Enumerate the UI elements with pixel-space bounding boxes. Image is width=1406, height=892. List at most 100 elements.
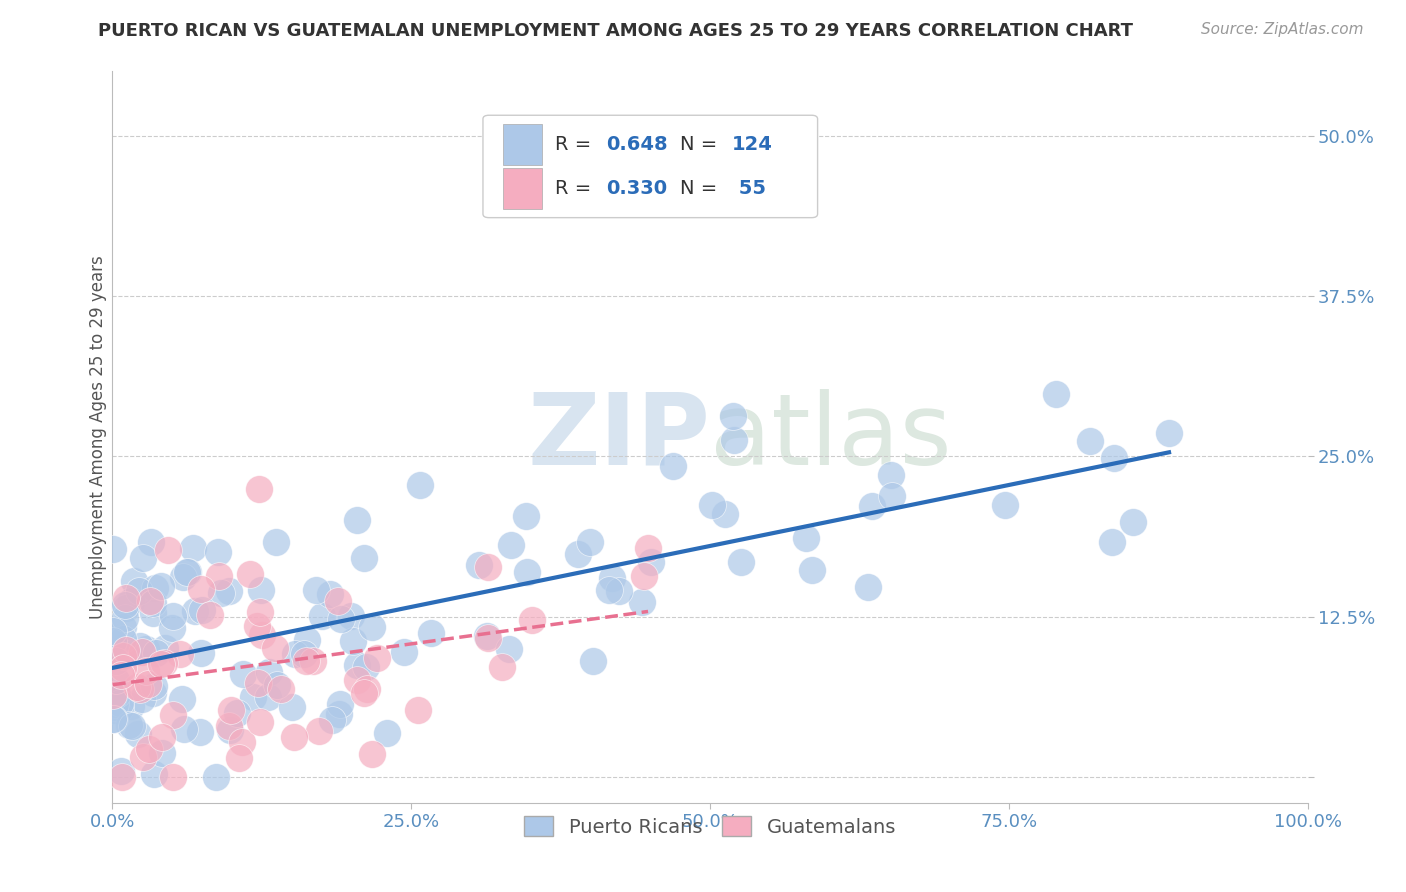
Guatemalans <box>366 651 388 665</box>
Puerto Ricans <box>1157 425 1180 440</box>
Guatemalans <box>138 741 160 756</box>
Puerto Ricans <box>105 673 128 687</box>
Puerto Ricans <box>190 603 212 617</box>
Puerto Ricans <box>880 467 903 482</box>
Puerto Ricans <box>284 647 307 661</box>
Guatemalans <box>346 673 368 687</box>
Puerto Ricans <box>858 580 880 594</box>
Text: ZIP: ZIP <box>527 389 710 485</box>
Puerto Ricans <box>104 654 127 668</box>
Puerto Ricans <box>101 712 124 726</box>
Guatemalans <box>520 613 543 627</box>
Text: N =: N = <box>681 135 724 154</box>
Guatemalans <box>132 749 155 764</box>
Guatemalans <box>326 593 349 607</box>
Puerto Ricans <box>630 595 652 609</box>
Guatemalans <box>408 703 430 717</box>
Puerto Ricans <box>1104 450 1126 465</box>
Text: Source: ZipAtlas.com: Source: ZipAtlas.com <box>1201 22 1364 37</box>
Puerto Ricans <box>598 582 620 597</box>
Text: R =: R = <box>554 135 598 154</box>
Guatemalans <box>111 770 134 784</box>
Puerto Ricans <box>304 582 326 597</box>
Guatemalans <box>127 680 149 694</box>
Puerto Ricans <box>184 604 207 618</box>
Text: atlas: atlas <box>710 389 952 485</box>
Guatemalans <box>198 607 221 622</box>
Puerto Ricans <box>515 508 537 523</box>
Puerto Ricans <box>311 608 333 623</box>
Puerto Ricans <box>188 724 211 739</box>
Puerto Ricans <box>579 534 602 549</box>
Guatemalans <box>136 677 159 691</box>
Puerto Ricans <box>101 633 124 648</box>
Puerto Ricans <box>516 565 538 579</box>
Puerto Ricans <box>353 551 375 566</box>
Puerto Ricans <box>266 678 288 692</box>
Puerto Ricans <box>170 692 193 706</box>
Puerto Ricans <box>103 541 125 556</box>
Puerto Ricans <box>702 498 724 512</box>
Puerto Ricans <box>103 699 125 714</box>
Puerto Ricans <box>162 621 184 635</box>
Puerto Ricans <box>103 712 125 726</box>
Puerto Ricans <box>101 624 124 638</box>
Guatemalans <box>246 619 269 633</box>
Guatemalans <box>135 665 157 679</box>
Puerto Ricans <box>207 545 229 559</box>
Puerto Ricans <box>721 409 744 423</box>
Guatemalans <box>219 703 242 717</box>
Puerto Ricans <box>499 538 522 552</box>
Puerto Ricans <box>205 770 228 784</box>
Guatemalans <box>302 654 325 668</box>
Puerto Ricans <box>723 433 745 447</box>
Guatemalans <box>246 676 269 690</box>
Puerto Ricans <box>103 690 125 704</box>
Puerto Ricans <box>108 700 131 714</box>
Guatemalans <box>149 657 172 672</box>
Guatemalans <box>252 628 274 642</box>
Puerto Ricans <box>662 458 685 473</box>
Guatemalans <box>295 654 318 668</box>
Puerto Ricans <box>321 713 343 727</box>
Text: PUERTO RICAN VS GUATEMALAN UNEMPLOYMENT AMONG AGES 25 TO 29 YEARS CORRELATION CH: PUERTO RICAN VS GUATEMALAN UNEMPLOYMENT … <box>98 22 1133 40</box>
Bar <box>503 169 541 209</box>
Guatemalans <box>152 656 174 670</box>
Guatemalans <box>169 648 191 662</box>
Puerto Ricans <box>1122 515 1144 529</box>
Guatemalans <box>249 715 271 730</box>
Puerto Ricans <box>103 635 125 649</box>
Puerto Ricans <box>354 660 377 674</box>
Puerto Ricans <box>475 629 498 643</box>
Guatemalans <box>208 569 231 583</box>
Puerto Ricans <box>218 583 240 598</box>
Puerto Ricans <box>600 571 623 585</box>
Guatemalans <box>356 682 378 697</box>
Guatemalans <box>249 605 271 619</box>
Puerto Ricans <box>640 555 662 569</box>
Puerto Ricans <box>328 706 350 721</box>
Puerto Ricans <box>111 620 134 634</box>
Puerto Ricans <box>319 587 342 601</box>
Puerto Ricans <box>128 583 150 598</box>
Puerto Ricans <box>794 531 817 545</box>
Puerto Ricans <box>232 666 254 681</box>
Puerto Ricans <box>176 565 198 579</box>
Puerto Ricans <box>150 746 173 760</box>
Guatemalans <box>112 648 135 663</box>
Puerto Ricans <box>346 513 368 527</box>
Puerto Ricans <box>257 690 280 705</box>
Puerto Ricans <box>104 697 127 711</box>
Puerto Ricans <box>150 579 173 593</box>
Guatemalans <box>115 591 138 605</box>
Text: 0.648: 0.648 <box>606 135 668 154</box>
Puerto Ricans <box>143 767 166 781</box>
Guatemalans <box>228 751 250 765</box>
Guatemalans <box>637 541 659 556</box>
Guatemalans <box>361 747 384 761</box>
Guatemalans <box>150 730 173 744</box>
Puerto Ricans <box>103 703 125 717</box>
Text: 55: 55 <box>731 179 765 198</box>
Guatemalans <box>308 724 330 739</box>
Puerto Ricans <box>101 690 124 704</box>
